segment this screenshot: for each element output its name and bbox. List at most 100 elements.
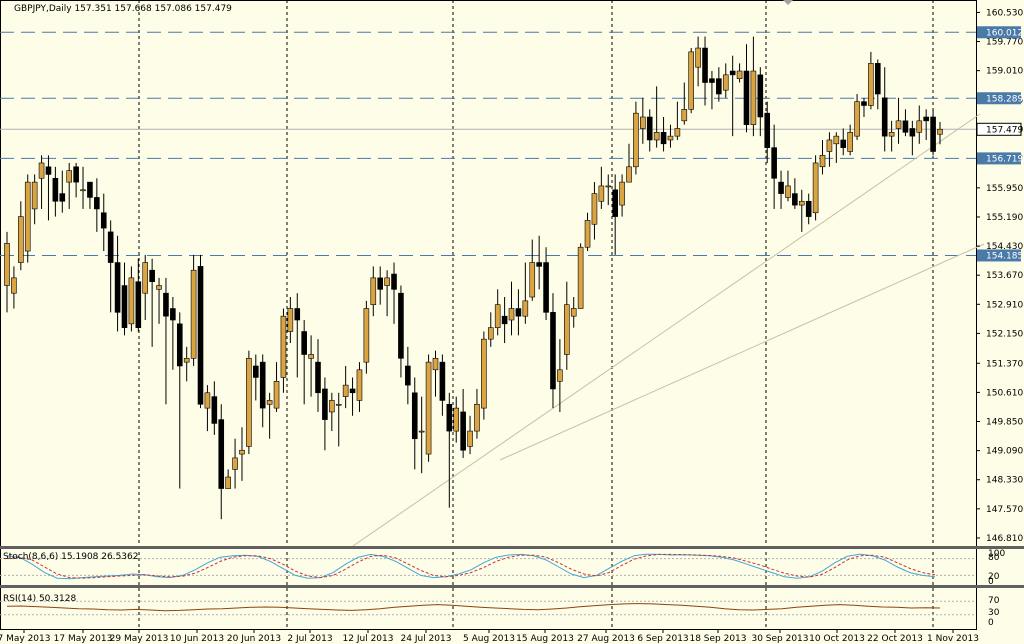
candle-body <box>833 135 840 145</box>
price-tick-label: 147.570 <box>986 505 1023 515</box>
candle-body <box>633 112 639 168</box>
candle-body <box>916 120 923 133</box>
candle-body <box>902 120 909 133</box>
price-axis: 160.530159.770159.010158.250157.490156.7… <box>976 8 1023 544</box>
candle-body <box>384 277 390 286</box>
candle-body <box>163 292 169 317</box>
rsi-axis-label: 0 <box>988 618 994 628</box>
candle-body <box>418 430 425 433</box>
date-tick-label: 6 Sep 2013 <box>637 634 688 644</box>
candle-body <box>805 200 812 217</box>
level-tag <box>977 249 1021 262</box>
date-tick-label: 22 Oct 2013 <box>867 634 923 644</box>
stoch-axis-label: 0 <box>988 577 994 587</box>
candle-body <box>771 147 777 179</box>
price-tick-label: 159.770 <box>986 38 1023 48</box>
rsi-pane: RSI(14) 50.3128 70 300 <box>0 594 1000 628</box>
candle-body <box>667 135 674 141</box>
candle-body <box>342 384 349 397</box>
candle-body <box>211 396 218 424</box>
stoch-axis-label: 80 <box>988 553 1000 563</box>
candle-body <box>529 262 536 298</box>
candle-body <box>487 327 494 340</box>
candle-body <box>377 277 384 290</box>
date-tick-label: 2 Jul 2013 <box>287 634 332 644</box>
candle-body <box>114 262 121 313</box>
candle-body <box>909 128 916 137</box>
candle-body <box>439 361 446 401</box>
candle-body <box>923 116 929 122</box>
candle-body <box>425 361 432 455</box>
candle-body <box>66 170 72 183</box>
price-tick-label: 154.430 <box>986 242 1023 252</box>
candle-body <box>522 300 529 317</box>
candle-body <box>563 304 570 355</box>
candle-body <box>847 132 853 152</box>
candle-body <box>4 243 10 286</box>
candle-body <box>204 392 211 409</box>
trend-line <box>352 113 981 547</box>
candle-body <box>232 457 238 470</box>
candle-body <box>225 476 231 489</box>
rsi-axis-label: 70 <box>988 596 1000 606</box>
candle-body <box>550 312 556 390</box>
candle-body <box>183 358 190 363</box>
candle-body <box>515 308 522 317</box>
candle-body <box>494 304 501 328</box>
candle-body <box>577 246 584 309</box>
level-tag <box>977 26 1021 39</box>
candle-body <box>121 285 128 328</box>
candle-body <box>266 400 273 405</box>
candle-body <box>301 331 307 355</box>
price-tick-label: 159.010 <box>986 67 1023 77</box>
candle-body <box>508 308 515 321</box>
candle-body <box>584 220 591 248</box>
candle-body <box>681 109 688 122</box>
candle-body <box>170 308 176 321</box>
candle-body <box>80 189 86 192</box>
date-tick-label: 27 Aug 2013 <box>577 634 635 644</box>
candle-body <box>868 63 874 106</box>
date-tick-label: 24 Jul 2013 <box>401 634 452 644</box>
candle-body <box>743 70 750 125</box>
candle-body <box>294 308 301 321</box>
candle-body <box>854 101 860 137</box>
candle-body <box>605 185 612 188</box>
candle-body <box>149 269 155 283</box>
candle-body <box>398 292 404 359</box>
date-tick-label: 20 Jun 2013 <box>227 634 281 644</box>
candle-body <box>52 177 59 202</box>
date-tick-label: 18 Sep 2013 <box>689 634 746 644</box>
rsi-line <box>6 603 941 612</box>
price-tick-label: 153.670 <box>986 271 1023 281</box>
price-tick-label: 150.610 <box>986 388 1023 398</box>
stoch-axis-label: 20 <box>988 572 1000 582</box>
date-tick-label: 10 Oct 2013 <box>809 634 865 644</box>
price-tick-label: 155.950 <box>986 184 1023 194</box>
candle-body <box>888 132 895 137</box>
candle-body <box>881 97 888 137</box>
candle-body <box>557 369 563 382</box>
candle-body <box>59 193 66 202</box>
trend-line <box>499 243 985 461</box>
date-tick-label: 10 Jun 2013 <box>170 634 224 644</box>
candle-body <box>190 269 197 359</box>
date-tick-label: 17 May 2013 <box>54 634 113 644</box>
candle-body <box>287 308 294 332</box>
candle-body <box>619 181 625 206</box>
candle-body <box>405 365 411 386</box>
candle-body <box>840 139 847 148</box>
candle-body <box>38 162 45 179</box>
candle-body <box>128 277 135 325</box>
level-tag <box>977 152 1021 165</box>
candle-body <box>861 101 867 106</box>
candle-body <box>94 197 100 210</box>
candle-body <box>709 78 715 83</box>
candles <box>4 36 943 520</box>
candle-body <box>73 166 79 183</box>
price-tick-label: 152.910 <box>986 300 1023 310</box>
current-price-tag <box>976 122 1022 136</box>
chart-shift-marker <box>783 0 793 5</box>
candle-body <box>308 354 314 359</box>
